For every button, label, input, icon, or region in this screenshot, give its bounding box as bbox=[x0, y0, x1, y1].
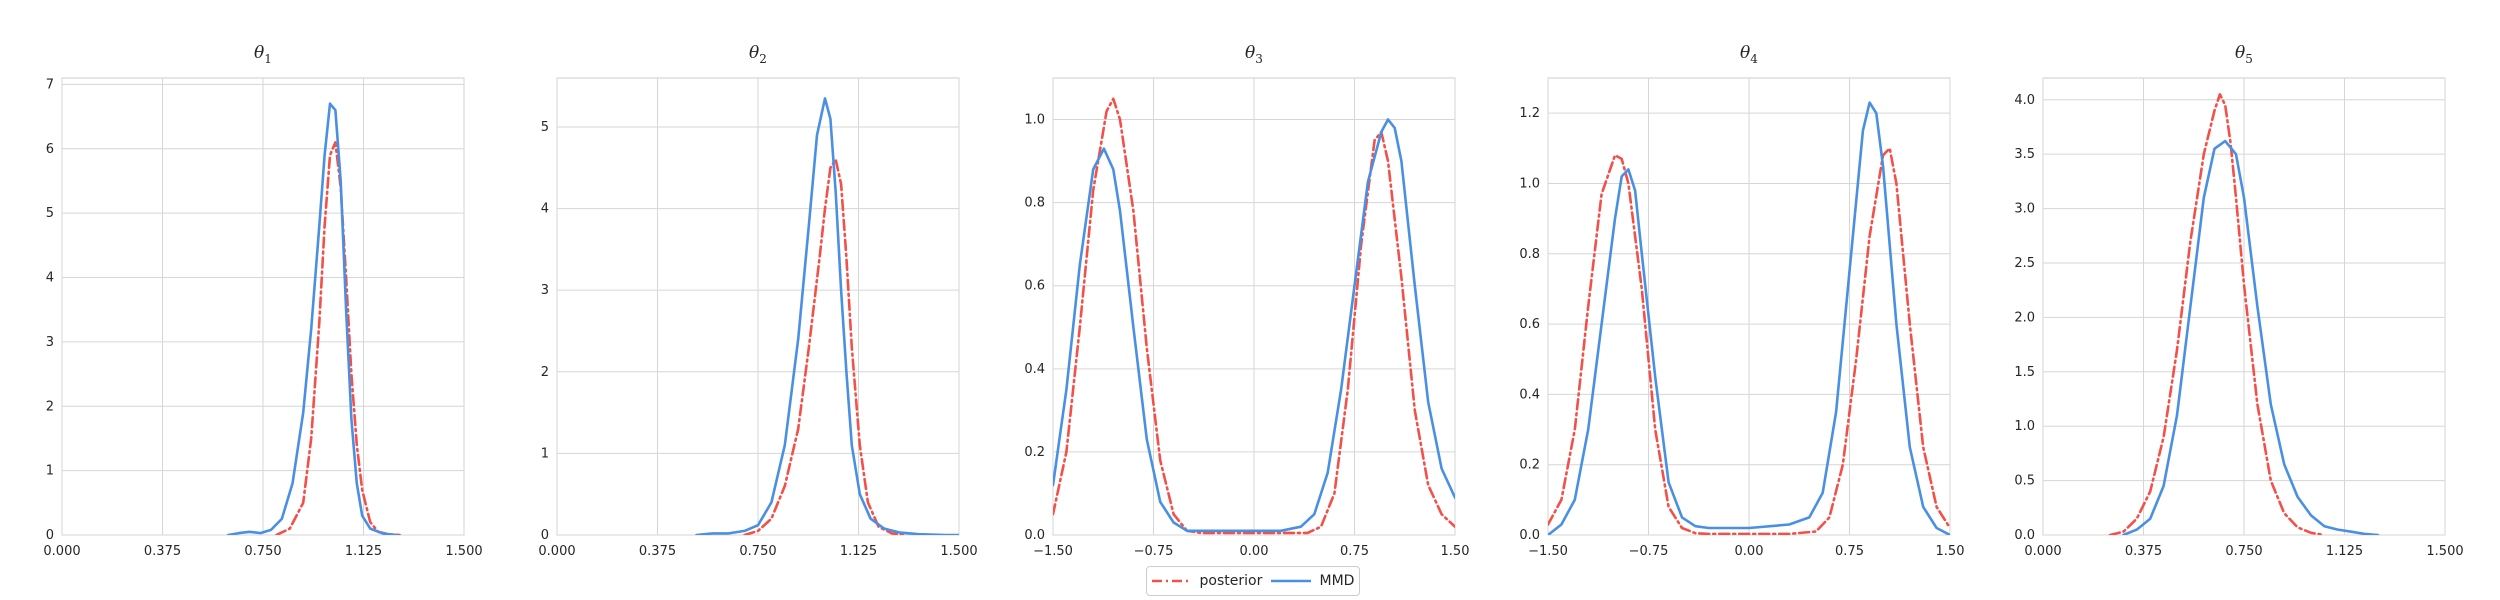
x-tick-label: 0.375 bbox=[2125, 544, 2162, 559]
x-tick-label: 0.750 bbox=[739, 544, 776, 559]
panel-5: 0.000 0.375 0.750 1.125 1.500 0.0 0.5 1.0 1.5 2.0… bbox=[2014, 43, 2463, 559]
y-tick-label: 0 bbox=[46, 528, 54, 543]
x-tick-label: 1.50 bbox=[1441, 544, 1470, 559]
panel-title: θ5 bbox=[2235, 43, 2253, 66]
panel-3: −1.50 −0.75 0.00 0.75 1.50 0.0 0.2 0.4 0.6 0.8 1.0… bbox=[1024, 43, 1469, 559]
y-tick-label: 1.2 bbox=[1519, 106, 1540, 121]
series-posterior-line bbox=[1053, 97, 1455, 535]
y-tick-label: 3.5 bbox=[2014, 147, 2035, 162]
panel-title: θ1 bbox=[254, 43, 272, 66]
legend-swatch-posterior bbox=[1151, 579, 1192, 583]
y-tick-label: 5 bbox=[541, 120, 549, 135]
x-tick-label: 0.75 bbox=[1340, 544, 1369, 559]
legend: posterior MMD bbox=[1146, 566, 1360, 596]
x-tick-label: −1.50 bbox=[1528, 544, 1568, 559]
series-posterior-line bbox=[1548, 147, 1950, 535]
legend-item-posterior: posterior bbox=[1151, 573, 1263, 589]
y-tick-label: 0.2 bbox=[1024, 445, 1045, 460]
y-tick-label: 0.8 bbox=[1024, 196, 1045, 211]
x-tick-label: 0.75 bbox=[1835, 544, 1864, 559]
series-posterior-line bbox=[275, 141, 401, 535]
y-tick-label: 0.2 bbox=[1519, 458, 1540, 473]
y-tick-label: 5 bbox=[46, 206, 54, 221]
y-tick-label: 0.6 bbox=[1519, 317, 1540, 332]
x-tick-label: 1.500 bbox=[2426, 544, 2463, 559]
x-tick-label: 1.125 bbox=[2326, 544, 2363, 559]
x-tick-label: 0.750 bbox=[2225, 544, 2262, 559]
x-tick-label: 0.375 bbox=[144, 544, 181, 559]
y-tick-label: 1.5 bbox=[2014, 365, 2035, 380]
x-tick-label: 0.375 bbox=[639, 544, 676, 559]
legend-label-mmd: MMD bbox=[1319, 573, 1355, 589]
y-tick-label: 0.4 bbox=[1519, 387, 1540, 402]
y-tick-label: 0.5 bbox=[2014, 474, 2035, 489]
panel-title: θ4 bbox=[1740, 43, 1758, 66]
x-tick-label: 0.000 bbox=[43, 544, 80, 559]
y-tick-label: 3.0 bbox=[2014, 202, 2035, 217]
y-tick-label: 0.6 bbox=[1024, 279, 1045, 294]
x-tick-label: 0.000 bbox=[538, 544, 575, 559]
panel-2: 0.000 0.375 0.750 1.125 1.500 0 1 2 3 4 5 θ2 bbox=[538, 43, 977, 559]
y-tick-label: 2 bbox=[541, 365, 549, 380]
y-tick-label: 3 bbox=[46, 335, 54, 350]
y-tick-label: 2.0 bbox=[2014, 310, 2035, 325]
legend-label-posterior: posterior bbox=[1199, 573, 1263, 589]
x-tick-label: 0.750 bbox=[244, 544, 281, 559]
y-tick-label: 1.0 bbox=[1024, 113, 1045, 128]
y-tick-label: 2 bbox=[46, 399, 54, 414]
series-mmd-line bbox=[1053, 118, 1455, 533]
series-mmd-line bbox=[1548, 101, 1950, 535]
x-tick-label: 0.000 bbox=[2024, 544, 2061, 559]
y-tick-label: 2.5 bbox=[2014, 256, 2035, 271]
series-posterior-line bbox=[2108, 93, 2326, 535]
x-tick-label: 0.00 bbox=[1240, 544, 1269, 559]
x-tick-label: 0.00 bbox=[1735, 544, 1764, 559]
x-tick-label: 1.500 bbox=[445, 544, 482, 559]
series-mmd-line bbox=[2122, 139, 2380, 535]
y-tick-label: 0.0 bbox=[1024, 528, 1045, 543]
y-tick-label: 4 bbox=[46, 271, 54, 286]
y-tick-label: 0 bbox=[541, 528, 549, 543]
y-tick-label: 0.8 bbox=[1519, 247, 1540, 262]
y-tick-label: 0.4 bbox=[1024, 362, 1045, 377]
panel-title: θ2 bbox=[749, 43, 767, 66]
y-tick-label: 1 bbox=[541, 446, 549, 461]
x-tick-label: 1.125 bbox=[345, 544, 382, 559]
y-tick-label: 1.0 bbox=[1519, 176, 1540, 191]
y-tick-label: 0.0 bbox=[2014, 528, 2035, 543]
y-tick-label: 1 bbox=[46, 464, 54, 479]
x-tick-label: 1.50 bbox=[1936, 544, 1965, 559]
y-tick-label: 1.0 bbox=[2014, 419, 2035, 434]
panel-title: θ3 bbox=[1245, 43, 1263, 66]
series-mmd-line bbox=[226, 102, 399, 535]
panel-4: −1.50 −0.75 0.00 0.75 1.50 0.0 0.2 0.4 0.6 0.8 1.0… bbox=[1519, 43, 1964, 559]
y-tick-label: 3 bbox=[541, 283, 549, 298]
x-tick-label: −0.75 bbox=[1134, 544, 1174, 559]
y-tick-label: 4.0 bbox=[2014, 93, 2035, 108]
x-tick-label: −1.50 bbox=[1033, 544, 1073, 559]
x-tick-label: 1.125 bbox=[840, 544, 877, 559]
y-tick-label: 0.0 bbox=[1519, 528, 1540, 543]
y-tick-label: 7 bbox=[46, 77, 54, 92]
legend-item-mmd: MMD bbox=[1271, 573, 1354, 589]
legend-swatch-mmd bbox=[1271, 579, 1312, 583]
panel-1: 0.000 0.375 0.750 1.125 1.500 0 1 2 3 4 5 6 7 θ1 bbox=[43, 43, 482, 559]
y-tick-label: 6 bbox=[46, 142, 54, 157]
x-tick-label: 1.500 bbox=[940, 544, 977, 559]
series-mmd-line bbox=[695, 97, 959, 535]
x-tick-label: −0.75 bbox=[1629, 544, 1669, 559]
y-tick-label: 4 bbox=[541, 202, 549, 217]
